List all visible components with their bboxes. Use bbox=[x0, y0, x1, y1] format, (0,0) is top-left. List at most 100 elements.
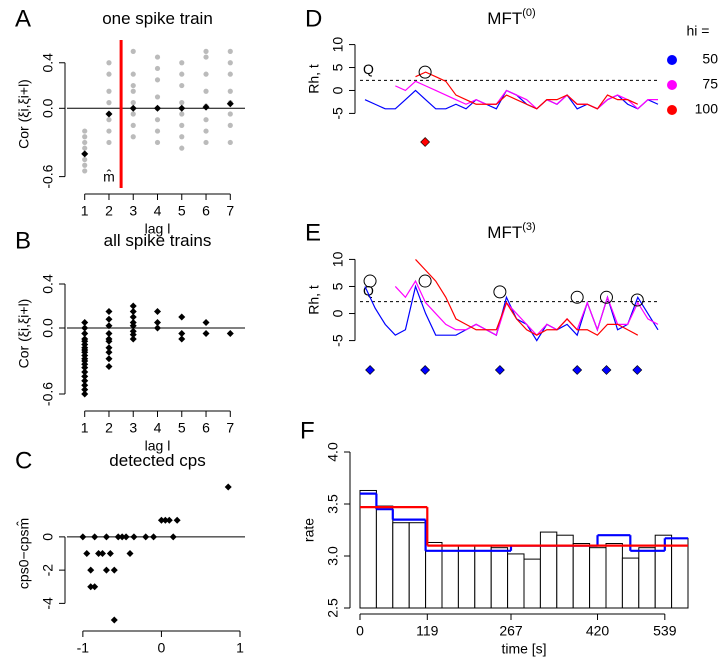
point bbox=[129, 302, 137, 310]
peak-marker bbox=[418, 274, 432, 288]
y-axis-label: cps0−cpsm̂ bbox=[15, 518, 31, 589]
x-tick-label: 5 bbox=[178, 420, 186, 436]
x-tick-label: 6 bbox=[202, 420, 210, 436]
chart-title: one spike train bbox=[102, 9, 213, 28]
point bbox=[81, 372, 89, 380]
point bbox=[106, 550, 114, 557]
bar bbox=[474, 545, 492, 609]
bar bbox=[539, 531, 558, 609]
point bbox=[126, 550, 134, 557]
point bbox=[82, 162, 88, 168]
point bbox=[179, 111, 185, 117]
point bbox=[129, 308, 137, 315]
change-point bbox=[572, 365, 583, 375]
point bbox=[142, 533, 150, 541]
point bbox=[129, 104, 137, 112]
bar bbox=[425, 541, 443, 609]
point bbox=[154, 308, 161, 315]
y-axis-label: Cor (ξi,ξi+l) bbox=[16, 299, 32, 369]
y-tick-label: 0 bbox=[40, 533, 56, 541]
point bbox=[91, 533, 99, 541]
y-axis-label: Rh, t bbox=[306, 285, 322, 315]
panel-letter: E bbox=[305, 219, 321, 246]
peak-marker bbox=[630, 293, 644, 307]
bar bbox=[621, 557, 640, 609]
point bbox=[130, 82, 136, 89]
chart-title: MFT(0) bbox=[487, 7, 535, 29]
point bbox=[203, 128, 209, 134]
point bbox=[81, 364, 89, 372]
point bbox=[179, 60, 185, 66]
point bbox=[227, 139, 233, 146]
legend-title: hi = bbox=[687, 23, 710, 39]
point bbox=[106, 60, 112, 66]
y-tick-label: 4.0 bbox=[325, 442, 341, 462]
point bbox=[154, 104, 161, 112]
point bbox=[203, 48, 209, 54]
legend-marker bbox=[667, 105, 677, 115]
point bbox=[82, 145, 88, 151]
point bbox=[203, 117, 209, 123]
point bbox=[129, 331, 137, 339]
legend-marker bbox=[667, 80, 677, 90]
change-point bbox=[365, 365, 375, 375]
x-tick-label: 539 bbox=[653, 623, 677, 639]
bar bbox=[441, 545, 459, 609]
peak-marker bbox=[493, 285, 507, 299]
y-tick-label: 10 bbox=[330, 251, 346, 267]
point bbox=[227, 71, 233, 77]
bar bbox=[408, 522, 427, 609]
point bbox=[130, 134, 136, 140]
legend-label: 100 bbox=[695, 101, 719, 117]
point bbox=[82, 168, 88, 174]
y-tick-label: -5 bbox=[330, 107, 346, 120]
legend-label: 75 bbox=[702, 76, 718, 92]
point bbox=[227, 88, 233, 94]
x-tick-label: 4 bbox=[154, 420, 162, 436]
annotation: m̂ bbox=[103, 168, 115, 184]
point bbox=[81, 324, 89, 332]
threshold-label: Q bbox=[363, 282, 374, 298]
point bbox=[224, 483, 232, 491]
point bbox=[226, 100, 234, 108]
threshold-label: Q bbox=[363, 61, 374, 77]
point bbox=[202, 330, 210, 337]
point bbox=[91, 583, 99, 591]
point bbox=[129, 313, 137, 321]
point bbox=[87, 583, 95, 591]
point bbox=[130, 71, 136, 77]
y-axis-label: Rh, t bbox=[306, 64, 322, 94]
panel-letter: A bbox=[15, 5, 31, 32]
x-tick-label: 5 bbox=[178, 203, 186, 219]
y-tick-label: -2 bbox=[40, 564, 56, 577]
point bbox=[81, 390, 89, 398]
peak-marker bbox=[418, 65, 432, 79]
y-tick-label: 10 bbox=[330, 37, 346, 53]
y-tick-label: 5 bbox=[330, 63, 346, 71]
point bbox=[178, 330, 186, 337]
point bbox=[105, 344, 113, 352]
point bbox=[179, 82, 185, 89]
point bbox=[82, 128, 88, 134]
title-text: one spike train bbox=[102, 9, 213, 28]
bar bbox=[605, 543, 623, 609]
point bbox=[226, 330, 234, 337]
y-tick-label: 3.5 bbox=[325, 494, 341, 514]
point bbox=[157, 516, 165, 524]
series-line bbox=[394, 279, 659, 337]
y-tick-label: -0.6 bbox=[40, 164, 56, 188]
x-tick-label: 1 bbox=[81, 203, 89, 219]
panel-letter: C bbox=[15, 447, 32, 474]
point bbox=[81, 386, 89, 394]
point bbox=[165, 516, 173, 524]
point bbox=[106, 100, 112, 106]
point bbox=[178, 313, 186, 321]
chart-title: detected cps bbox=[109, 451, 205, 470]
point bbox=[154, 94, 161, 100]
title-text: detected cps bbox=[109, 451, 205, 470]
point bbox=[203, 139, 209, 146]
legend-marker bbox=[667, 55, 677, 65]
point bbox=[129, 335, 137, 343]
x-tick-label: 0 bbox=[158, 640, 166, 656]
point bbox=[105, 348, 113, 356]
